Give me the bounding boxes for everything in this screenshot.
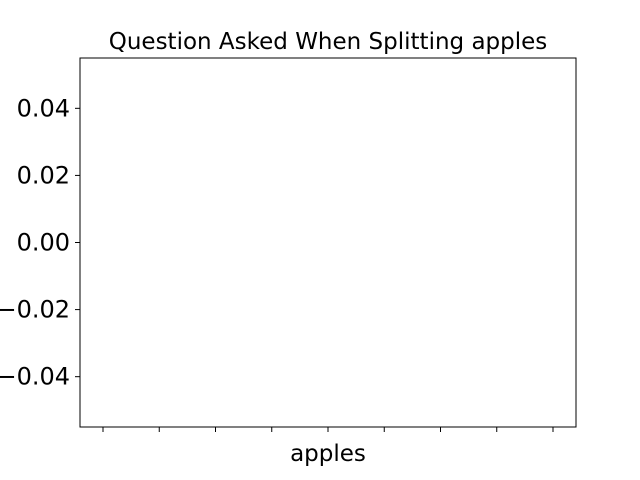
x-axis-label: apples xyxy=(290,441,366,467)
plot-frame xyxy=(79,57,577,428)
y-tick-label: 0.04 xyxy=(17,94,70,122)
plot-area xyxy=(79,57,577,428)
y-tick-label: −0.04 xyxy=(0,363,70,391)
y-tick-label: 0.00 xyxy=(17,229,70,257)
y-tick-label: 0.02 xyxy=(17,161,70,189)
x-axis xyxy=(102,427,554,432)
y-axis: −0.04 −0.02 0.00 0.02 0.04 xyxy=(0,94,80,391)
chart-title: Question Asked When Splitting apples xyxy=(109,29,548,55)
y-tick-label: −0.02 xyxy=(0,296,70,324)
